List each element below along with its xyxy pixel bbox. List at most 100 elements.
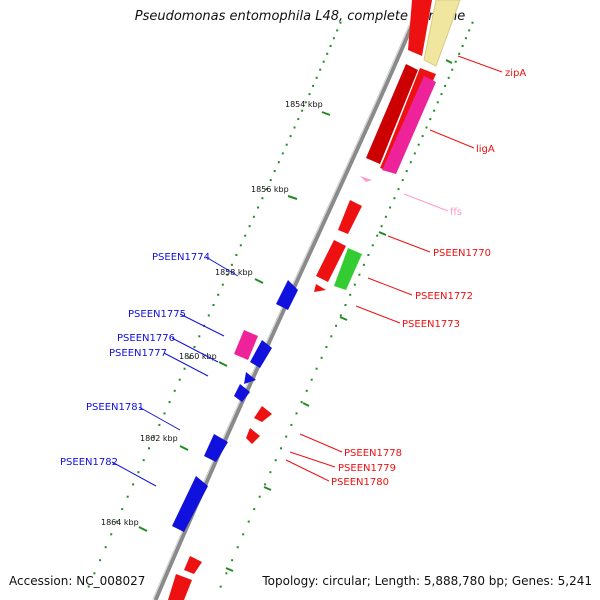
scale-dot [217, 293, 220, 296]
scale-dot [384, 215, 387, 218]
tick-1856: 1856 kbp [251, 185, 298, 200]
gene-label-PSEEN1772[interactable]: PSEEN1772 [415, 291, 473, 302]
gene-PSEEN1777[interactable] [234, 372, 256, 402]
inner-ticks [225, 59, 453, 572]
scale-dot [417, 143, 420, 146]
scale-dot [221, 283, 224, 286]
scale-dot [158, 423, 161, 426]
gene-label-PSEEN1782[interactable]: PSEEN1782 [60, 457, 118, 468]
tick-1860: 1860 kbp [179, 352, 228, 367]
gene-PSEEN1770[interactable] [338, 200, 362, 234]
scale-dot [142, 459, 145, 462]
gene-PSEEN1781[interactable] [204, 434, 228, 462]
gene-label-PSEEN1773[interactable]: PSEEN1773 [402, 319, 460, 330]
scale-dot [371, 244, 374, 247]
tick-label: 1856 kbp [251, 185, 289, 194]
scale-dot [285, 143, 288, 146]
tick-dots-inner [219, 21, 474, 588]
scale-dot [447, 76, 450, 79]
topology-text: Topology: circular; Length: 5,888,780 bp… [262, 574, 592, 588]
gene-label-PSEEN1770[interactable]: PSEEN1770 [433, 248, 491, 259]
scale-dot [344, 304, 347, 306]
scale-dot [248, 225, 251, 228]
gene-ligA[interactable] [366, 64, 436, 174]
gene-PSEEN1780[interactable] [168, 556, 202, 600]
gene-label-PSEEN1775[interactable]: PSEEN1775 [128, 309, 186, 320]
scale-dot [225, 572, 228, 575]
scale-dot [413, 152, 416, 155]
tick-label: 1860 kbp [179, 352, 217, 361]
scale-dot [258, 495, 261, 498]
leader-lines-left [111, 256, 239, 487]
gene-label-ffs[interactable]: ffs [450, 207, 462, 218]
scale-dot [336, 29, 339, 32]
scale-dot [349, 293, 352, 296]
scale-dot [454, 60, 457, 63]
scale-dot [226, 273, 229, 276]
tick-1858: 1858 kbp [215, 268, 264, 284]
scale-dot [285, 435, 288, 438]
gene-label-zipA[interactable]: zipA [505, 68, 526, 79]
scale-dot [297, 118, 300, 121]
scale-dot [274, 459, 277, 462]
gene-PSEEN1775[interactable] [234, 330, 258, 360]
gene-PSEEN1772[interactable] [314, 240, 362, 292]
scale-dot [421, 135, 424, 138]
scale-dot [293, 126, 296, 129]
scale-dot [198, 335, 201, 338]
scale-dot [304, 101, 307, 104]
scale-dot [471, 21, 474, 24]
gene-PSEEN1778[interactable] [254, 406, 272, 422]
scale-dot [444, 84, 447, 87]
gene-label-PSEEN1778[interactable]: PSEEN1778 [344, 448, 402, 459]
gene-label-PSEEN1780[interactable]: PSEEN1780 [331, 477, 389, 488]
scale-dot [235, 254, 238, 256]
scale-dot [269, 471, 272, 474]
scale-dot [330, 335, 333, 338]
leader-lines-right [285, 55, 503, 482]
tick-1864: 1864 kbp [101, 518, 148, 532]
scale-dot [289, 135, 292, 138]
scale-dot [290, 423, 293, 426]
scale-dot [115, 520, 118, 523]
scale-dot [425, 126, 428, 129]
gene-PSEEN1776[interactable] [250, 340, 272, 368]
scale-dot [320, 356, 323, 359]
scale-dot [153, 435, 156, 438]
scale-dot [242, 533, 245, 536]
scale-dot [173, 389, 176, 392]
scale-dot [207, 314, 210, 317]
scale-dot [367, 254, 370, 256]
scale-dot [188, 356, 191, 359]
scale-dot [380, 225, 383, 228]
gene-label-PSEEN1777[interactable]: PSEEN1777 [109, 348, 167, 359]
gene-ffs[interactable] [360, 176, 372, 182]
gene-label-PSEEN1779[interactable]: PSEEN1779 [338, 463, 396, 474]
scale-dot [461, 45, 464, 47]
tick-label: 1854 kbp [285, 100, 323, 109]
gene-label-ligA[interactable]: ligA [476, 144, 495, 155]
scale-dot [315, 367, 318, 370]
gene-PSEEN1774[interactable] [276, 280, 298, 310]
scale-dot [178, 378, 181, 381]
gene-zipA[interactable] [408, 0, 461, 67]
scale-dot [273, 170, 276, 173]
scale-dot [436, 101, 439, 104]
gene-label-PSEEN1776[interactable]: PSEEN1776 [117, 333, 175, 344]
gene-label-PSEEN1781[interactable]: PSEEN1781 [86, 402, 144, 413]
scale-dot [183, 367, 186, 370]
gene-PSEEN1782[interactable] [172, 476, 208, 532]
scale-dot [193, 346, 196, 348]
tick-label: 1864 kbp [101, 518, 139, 527]
scale-dot [231, 559, 234, 562]
scale-dot [332, 37, 335, 40]
scale-dot [148, 447, 150, 450]
scale-dot [295, 412, 298, 415]
scale-dot [329, 45, 332, 47]
tick-label: 1858 kbp [215, 268, 253, 277]
scale-dot [219, 585, 222, 588]
gene-label-PSEEN1774[interactable]: PSEEN1774 [152, 252, 210, 263]
gene-PSEEN1779[interactable] [246, 428, 260, 444]
scale-dot [312, 84, 315, 87]
